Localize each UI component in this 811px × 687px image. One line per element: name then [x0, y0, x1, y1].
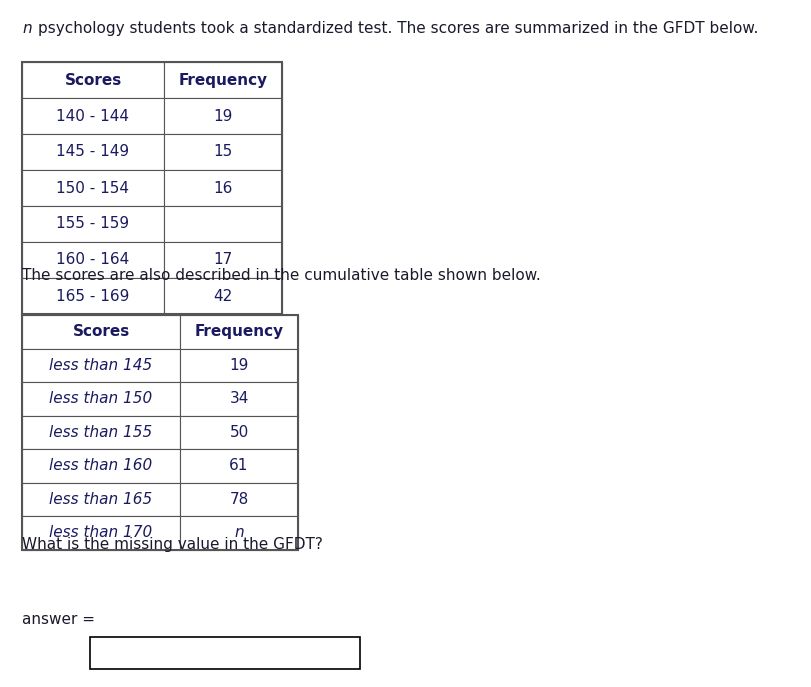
Bar: [22, 170, 164, 206]
Bar: [164, 62, 282, 98]
Text: 19: 19: [230, 358, 249, 373]
Bar: [22, 62, 164, 98]
Bar: [180, 382, 298, 416]
Text: psychology students took a standardized test. The scores are summarized in the G: psychology students took a standardized …: [38, 21, 758, 36]
Text: 145 - 149: 145 - 149: [57, 144, 130, 159]
Bar: [22, 278, 164, 314]
Bar: [164, 242, 282, 278]
Bar: [164, 134, 282, 170]
Text: less than 155: less than 155: [49, 425, 152, 440]
Text: 150 - 154: 150 - 154: [57, 181, 130, 196]
Text: Frequency: Frequency: [178, 73, 268, 87]
Bar: [22, 315, 298, 550]
Text: Frequency: Frequency: [195, 324, 284, 339]
Text: less than 160: less than 160: [49, 458, 152, 473]
Text: 160 - 164: 160 - 164: [57, 253, 130, 267]
Bar: [22, 449, 180, 482]
Text: Scores: Scores: [72, 324, 130, 339]
Bar: [180, 516, 298, 550]
Text: 19: 19: [213, 109, 233, 124]
Bar: [164, 98, 282, 134]
Text: 61: 61: [230, 458, 249, 473]
Text: answer =: answer =: [22, 611, 95, 627]
Bar: [164, 278, 282, 314]
Bar: [22, 315, 180, 348]
Bar: [164, 206, 282, 242]
Text: 15: 15: [213, 144, 233, 159]
Text: less than 170: less than 170: [49, 526, 152, 540]
Bar: [22, 134, 164, 170]
Bar: [164, 170, 282, 206]
Bar: [180, 348, 298, 382]
Bar: [90, 637, 360, 669]
Text: 16: 16: [213, 181, 233, 196]
Text: 140 - 144: 140 - 144: [57, 109, 130, 124]
Text: 34: 34: [230, 392, 249, 406]
Bar: [180, 482, 298, 516]
Bar: [22, 516, 180, 550]
Text: 165 - 169: 165 - 169: [56, 289, 130, 304]
Bar: [180, 416, 298, 449]
Text: less than 165: less than 165: [49, 492, 152, 507]
Text: 50: 50: [230, 425, 249, 440]
Bar: [180, 315, 298, 348]
Text: What is the missing value in the GFDT?: What is the missing value in the GFDT?: [22, 537, 323, 552]
Text: 155 - 159: 155 - 159: [57, 216, 130, 232]
Text: 17: 17: [213, 253, 233, 267]
Bar: [22, 482, 180, 516]
Bar: [22, 382, 180, 416]
Text: less than 145: less than 145: [49, 358, 152, 373]
Text: less than 150: less than 150: [49, 392, 152, 406]
Bar: [22, 62, 282, 314]
Text: n: n: [22, 21, 32, 36]
Bar: [22, 98, 164, 134]
Bar: [22, 206, 164, 242]
Text: n: n: [234, 526, 244, 540]
Text: Scores: Scores: [64, 73, 122, 87]
Text: The scores are also described in the cumulative table shown below.: The scores are also described in the cum…: [22, 267, 541, 282]
Text: 78: 78: [230, 492, 249, 507]
Bar: [22, 242, 164, 278]
Bar: [180, 449, 298, 482]
Text: 42: 42: [213, 289, 233, 304]
Bar: [22, 348, 180, 382]
Bar: [22, 416, 180, 449]
